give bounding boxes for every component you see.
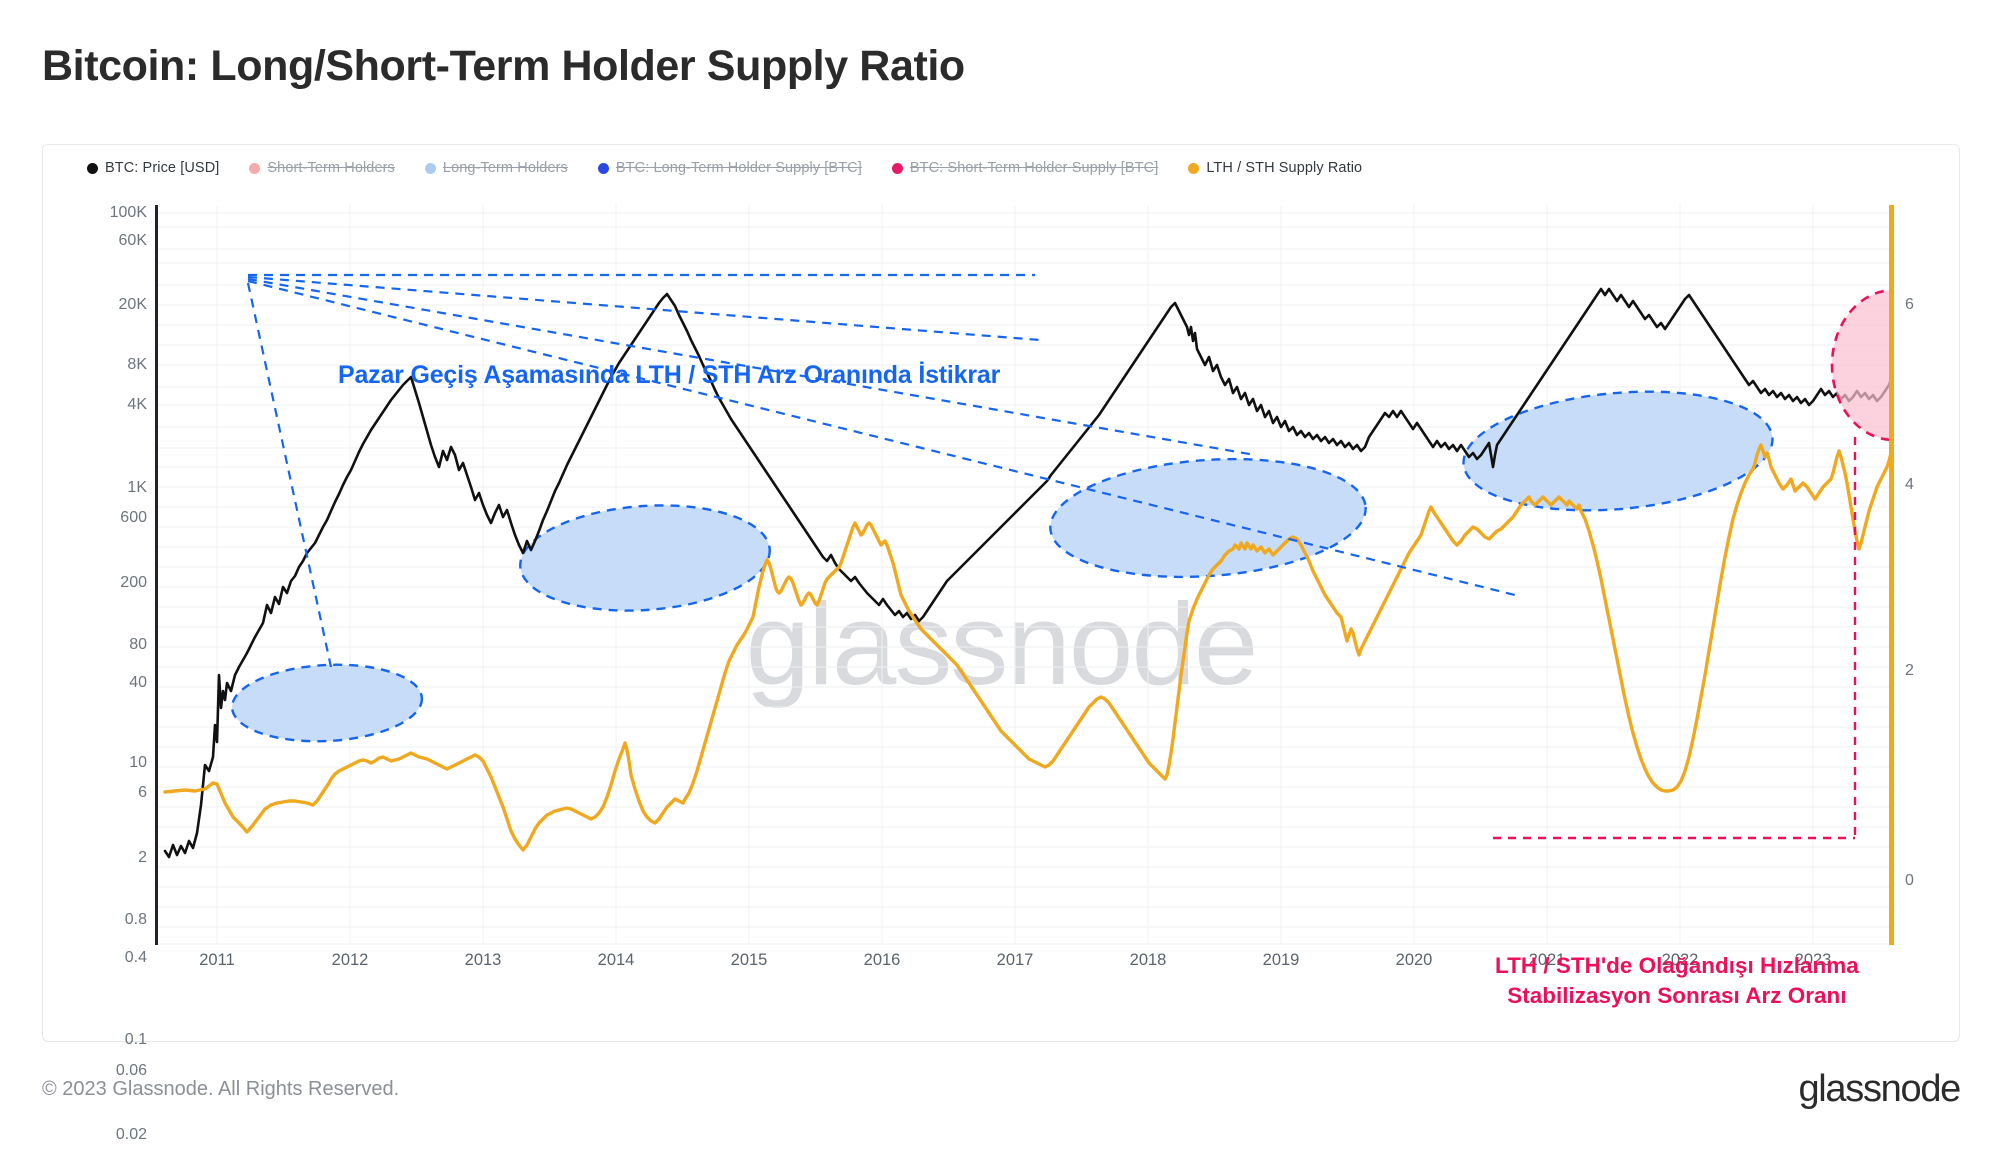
y-axis-right-labels: 0 2 4 6 (1905, 205, 1945, 945)
y-axis-left-line (155, 205, 158, 945)
x-tick: 2013 (464, 951, 502, 969)
stability-zone-1 (230, 663, 424, 743)
blue-leader-lines (246, 273, 1516, 668)
page-title: Bitcoin: Long/Short-Term Holder Supply R… (42, 42, 965, 90)
y-tick-left: 60K (118, 232, 147, 249)
y-tick-left: 6 (138, 784, 147, 801)
legend-item-lth-sth-ratio[interactable]: LTH / STH Supply Ratio (1188, 160, 1362, 176)
x-tick: 2012 (331, 951, 369, 969)
legend-item-short-term-holders[interactable]: Short-Term Holders (249, 160, 395, 176)
stability-zone-3 (1049, 457, 1367, 579)
legend-item-label: BTC: Short-Term Holder Supply [BTC] (909, 160, 1159, 176)
chart-canvas (155, 205, 1893, 945)
y-tick-left: 600 (120, 509, 147, 526)
legend-color-dot (597, 162, 609, 174)
legend-color-dot (424, 162, 436, 174)
leader-line-5 (246, 282, 333, 668)
x-tick: 2019 (1262, 951, 1300, 969)
x-tick: 2015 (730, 951, 768, 969)
y-tick-left: 80 (129, 636, 147, 653)
y-tick-right: 4 (1905, 476, 1914, 493)
x-tick: 2017 (996, 951, 1034, 969)
x-tick: 2014 (597, 951, 635, 969)
y-tick-left: 2 (138, 849, 147, 866)
y-tick-right: 6 (1905, 296, 1914, 313)
y-tick-left: 0.06 (115, 1062, 147, 1079)
y-tick-left: 1K (127, 479, 147, 496)
annotation-stability-text: Pazar Geçiş Aşamasında LTH / STH Arz Ora… (338, 361, 1001, 389)
legend-color-dot (87, 162, 98, 174)
legend-color-dot (891, 162, 903, 174)
y-tick-left: 10 (129, 754, 147, 771)
x-tick: 2018 (1129, 951, 1167, 969)
acceleration-zone (1830, 288, 1893, 442)
pink-annotation-bracket (1493, 437, 1857, 840)
y-axis-right-line (1889, 205, 1894, 945)
legend-item-sth-supply[interactable]: BTC: Short-Term Holder Supply [BTC] (891, 160, 1159, 176)
y-tick-left: 40 (129, 674, 147, 691)
x-tick: 2016 (863, 951, 901, 969)
x-tick: 2011 (199, 951, 235, 969)
legend-item-label: LTH / STH Supply Ratio (1206, 160, 1363, 176)
y-tick-left: 8K (127, 356, 147, 373)
footer-glassnode-logo: glassnode (1798, 1068, 1961, 1110)
annotation-acceleration-text: LTH / STH'de Olağandışı Hızlanma Stabili… (1495, 951, 1859, 1011)
legend-item-btc-price[interactable]: BTC: Price [USD] (87, 160, 219, 176)
x-tick: 2022 (1661, 951, 1699, 969)
legend-item-lth-supply[interactable]: BTC: Long-Term Holder Supply [BTC] (597, 160, 862, 176)
leader-line-2 (247, 275, 1041, 342)
legend-item-label: BTC: Long-Term Holder Supply [BTC] (615, 160, 862, 176)
y-tick-left: 4K (127, 396, 147, 413)
series-lth-sth-ratio (163, 438, 1893, 852)
y-tick-left: 0.02 (115, 1126, 147, 1143)
gridlines (155, 212, 1893, 945)
legend-color-dot (1188, 162, 1200, 174)
year-gridlines (216, 205, 1814, 945)
legend-item-label: BTC: Price [USD] (105, 160, 220, 176)
annotation-acceleration-line1: LTH / STH'de Olağandışı Hızlanma (1495, 953, 1859, 978)
y-tick-right: 2 (1905, 662, 1914, 679)
y-tick-left: 20K (118, 296, 147, 313)
y-tick-left: 0.4 (124, 949, 147, 966)
stability-zone-4 (1462, 390, 1774, 512)
annotation-acceleration-line2: Stabilizasyon Sonrası Arz Oranı (1507, 983, 1847, 1009)
plot-area (155, 205, 1893, 945)
legend-item-label: Long-Term Holders (442, 160, 568, 176)
legend-color-dot (249, 162, 261, 174)
chart-card: BTC: Price [USD] Short-Term Holders Long… (42, 144, 1960, 1143)
y-axis-left-labels: 100K 60K 20K 8K 4K 1K 600 200 80 40 10 6… (73, 204, 147, 1143)
chart-legend: BTC: Price [USD] Short-Term Holders Long… (87, 160, 1362, 176)
footer-copyright: © 2023 Glassnode. All Rights Reserved. (42, 1078, 400, 1100)
leader-line-3 (247, 277, 1256, 457)
x-tick: 2021 (1528, 951, 1566, 969)
y-tick-left: 100K (109, 204, 147, 221)
series-btc-price (163, 287, 1893, 859)
y-tick-left: 0.8 (124, 911, 147, 928)
y-tick-left: 200 (120, 574, 147, 591)
x-axis-labels: 2011 2012 2013 2014 2015 2016 2017 2018 … (155, 951, 1893, 985)
x-tick: 2020 (1395, 951, 1433, 969)
x-tick: 2023 (1794, 951, 1832, 969)
stability-zone-2 (519, 504, 771, 612)
highlight-regions (230, 390, 1774, 743)
y-tick-left: 0.1 (124, 1031, 147, 1048)
legend-item-long-term-holders[interactable]: Long-Term Holders (424, 160, 568, 176)
legend-item-label: Short-Term Holders (267, 160, 395, 176)
y-tick-right: 0 (1905, 872, 1914, 889)
